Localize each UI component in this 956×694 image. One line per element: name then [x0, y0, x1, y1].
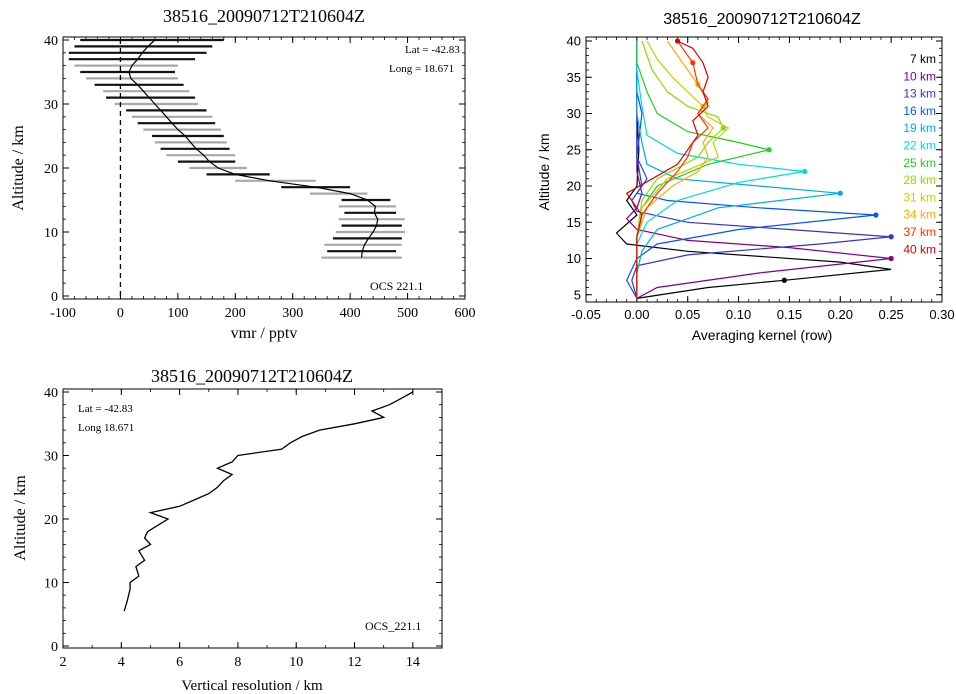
- averaging-kernel-chart: 38516_20090712T210604Z -0.05 0.00 0.05 0.10…: [536, 11, 955, 343]
- x-tick-label: 8: [234, 655, 241, 670]
- x-tick-label: 0.15: [777, 307, 802, 322]
- legend-entry: 31 km: [903, 190, 936, 204]
- kernel-line-31km: [636, 40, 730, 299]
- kernel-line-19km: [636, 41, 841, 299]
- kernel-line-37km: [636, 40, 709, 299]
- legend-entry: 28 km: [903, 173, 936, 187]
- gas-annotation: OCS 221.1: [370, 279, 423, 293]
- y-tick-label: 10: [44, 226, 58, 241]
- latitude-annotation: Lat = -42.83: [78, 403, 133, 415]
- kernel-peak-marker: [674, 38, 681, 44]
- x-axis-label: vmr / pptv: [231, 325, 298, 342]
- legend-entry: 40 km: [903, 242, 936, 256]
- y-axis-label: Altitude / km: [536, 133, 552, 210]
- y-tick-label: 30: [44, 98, 58, 113]
- y-tick-label: 25: [567, 142, 581, 157]
- kernel-line-13km: [631, 41, 892, 299]
- x-tick-label: 0.30: [929, 307, 954, 322]
- vertical-resolution-chart: 38516_20090712T210604Z 2 4 6 8 10 12 14 0 10 20 3…: [12, 366, 443, 694]
- kernel-peak-marker: [690, 60, 696, 66]
- x-tick-label: 12: [348, 655, 362, 670]
- legend-entry: 16 km: [903, 104, 936, 118]
- kernel-peak-marker: [766, 147, 772, 153]
- kernel-peak-marker: [873, 212, 879, 218]
- x-axis-label: Averaging kernel (row): [692, 327, 833, 343]
- x-tick-label: 0.05: [675, 307, 700, 322]
- x-tick-label: 2: [60, 655, 67, 670]
- x-tick-label: 6: [176, 655, 183, 670]
- y-tick-label: 35: [567, 70, 581, 85]
- kernel-line-40km: [625, 40, 709, 299]
- legend-entry: 10 km: [903, 69, 936, 83]
- legend-entry: 22 km: [903, 139, 936, 153]
- y-tick-label: 5: [574, 287, 581, 302]
- y-tick-label: 40: [44, 386, 58, 401]
- x-tick-label: 0.10: [726, 307, 751, 322]
- y-tick-label: 20: [44, 162, 58, 177]
- chart-title: 38516_20090712T210604Z: [151, 366, 353, 386]
- kernel-line-7km: [615, 41, 892, 299]
- x-tick-label: 4: [118, 655, 125, 670]
- longitude-annotation: Long = 18.671: [389, 63, 454, 75]
- resolution-line: [123, 391, 414, 612]
- x-tick-label: 0.25: [878, 307, 903, 322]
- kernel-peak-marker: [720, 125, 726, 131]
- x-tick-label: 0.20: [828, 307, 853, 322]
- y-tick-label: 15: [567, 215, 581, 230]
- kernel-peak-marker: [781, 277, 787, 283]
- legend-entry: 34 km: [903, 208, 936, 222]
- x-axis-label: Vertical resolution / km: [181, 678, 323, 694]
- kernel-line-25km: [636, 41, 770, 299]
- longitude-annotation: Long 18.671: [78, 422, 134, 434]
- y-tick-label: 10: [44, 576, 58, 591]
- kernel-peak-marker: [802, 168, 808, 175]
- y-tick-label: 30: [44, 449, 58, 464]
- legend-entry: 25 km: [903, 156, 936, 170]
- vmr-profile-line: [128, 39, 379, 258]
- chart-title: 38516_20090712T210604Z: [163, 6, 365, 26]
- plot-frame: [585, 36, 943, 303]
- x-tick-label: -0.05: [571, 307, 601, 322]
- chart-title: 38516_20090712T210604Z: [663, 11, 861, 28]
- x-tick-label: 600: [455, 306, 476, 321]
- y-tick-label: 30: [567, 106, 581, 121]
- y-tick-label: 20: [567, 179, 581, 194]
- legend-entry: 37 km: [903, 225, 936, 239]
- x-tick-label: 500: [397, 306, 418, 321]
- x-tick-label: 300: [282, 306, 303, 321]
- y-tick-label: 10: [567, 251, 581, 266]
- y-tick-label: 40: [44, 34, 58, 49]
- legend-entry: 7 km: [910, 52, 936, 66]
- kernel-peak-marker: [888, 255, 894, 262]
- y-axis-label: Altitude / km: [12, 475, 29, 561]
- kernel-peak-marker: [837, 190, 843, 196]
- legend-entry: 13 km: [903, 87, 936, 101]
- x-tick-label: 0.00: [624, 307, 649, 322]
- x-tick-label: -100: [50, 306, 76, 321]
- x-tick-label: 10: [289, 655, 303, 670]
- x-tick-label: 200: [225, 306, 246, 321]
- y-axis-label: Altitude / km: [10, 125, 27, 211]
- x-tick-label: 14: [406, 655, 420, 670]
- latitude-annotation: Lat = -42.83: [405, 44, 460, 56]
- y-tick-label: 40: [567, 34, 581, 49]
- x-tick-label: 400: [340, 306, 361, 321]
- x-tick-label: 100: [167, 306, 188, 321]
- kernel-line-28km: [636, 40, 725, 299]
- y-tick-label: 0: [51, 640, 58, 655]
- kernel-line-34km: [636, 40, 714, 299]
- y-tick-label: 0: [51, 290, 58, 305]
- vmr-profile-chart: 38516_20090712T210604Z -100 0 100 200 300 400…: [10, 6, 476, 342]
- y-tick-label: 20: [44, 513, 58, 528]
- plot-frame: [62, 36, 466, 300]
- kernel-peak-marker: [888, 234, 894, 240]
- x-tick-label: 0: [117, 306, 124, 321]
- legend-entry: 19 km: [903, 121, 936, 135]
- gas-annotation: OCS_221.1: [365, 619, 421, 633]
